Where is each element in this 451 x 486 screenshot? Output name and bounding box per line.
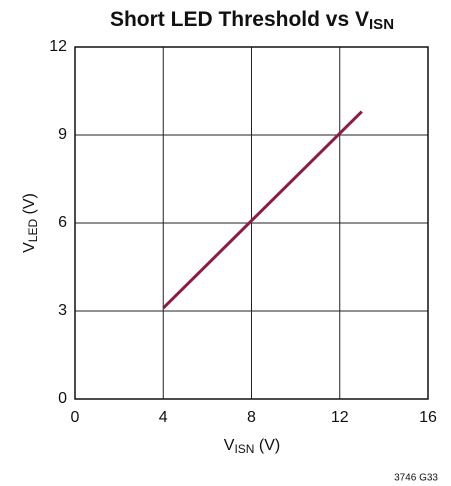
y-label-unit: (V) [21, 193, 38, 219]
x-tick-label: 4 [159, 409, 168, 426]
x-axis-label: VISN (V) [224, 437, 280, 456]
y-tick-label: 0 [58, 390, 67, 407]
x-label-text: V [224, 437, 235, 454]
x-tick-label: 8 [247, 409, 256, 426]
x-tick-label: 12 [331, 409, 349, 426]
data-line [162, 110, 363, 310]
y-tick-label: 9 [58, 126, 67, 143]
title-text: Short LED Threshold vs V [110, 8, 369, 31]
y-label-text: V [21, 242, 38, 253]
y-tick-label: 3 [58, 302, 67, 319]
y-tick-label: 6 [58, 214, 67, 231]
y-tick-label: 12 [49, 38, 67, 55]
y-label-subscript: LED [26, 219, 40, 243]
chart-title: Short LED Threshold vs VISN [110, 8, 394, 33]
plot-frame [74, 46, 429, 400]
x-label-unit: (V) [254, 437, 280, 454]
x-tick-label: 16 [419, 409, 437, 426]
y-axis-label: VLED (V) [21, 193, 40, 253]
x-tick-label: 0 [71, 409, 80, 426]
x-label-subscript: ISN [234, 442, 254, 456]
figure-note: 3746 G33 [394, 473, 438, 484]
title-subscript: ISN [369, 16, 394, 33]
